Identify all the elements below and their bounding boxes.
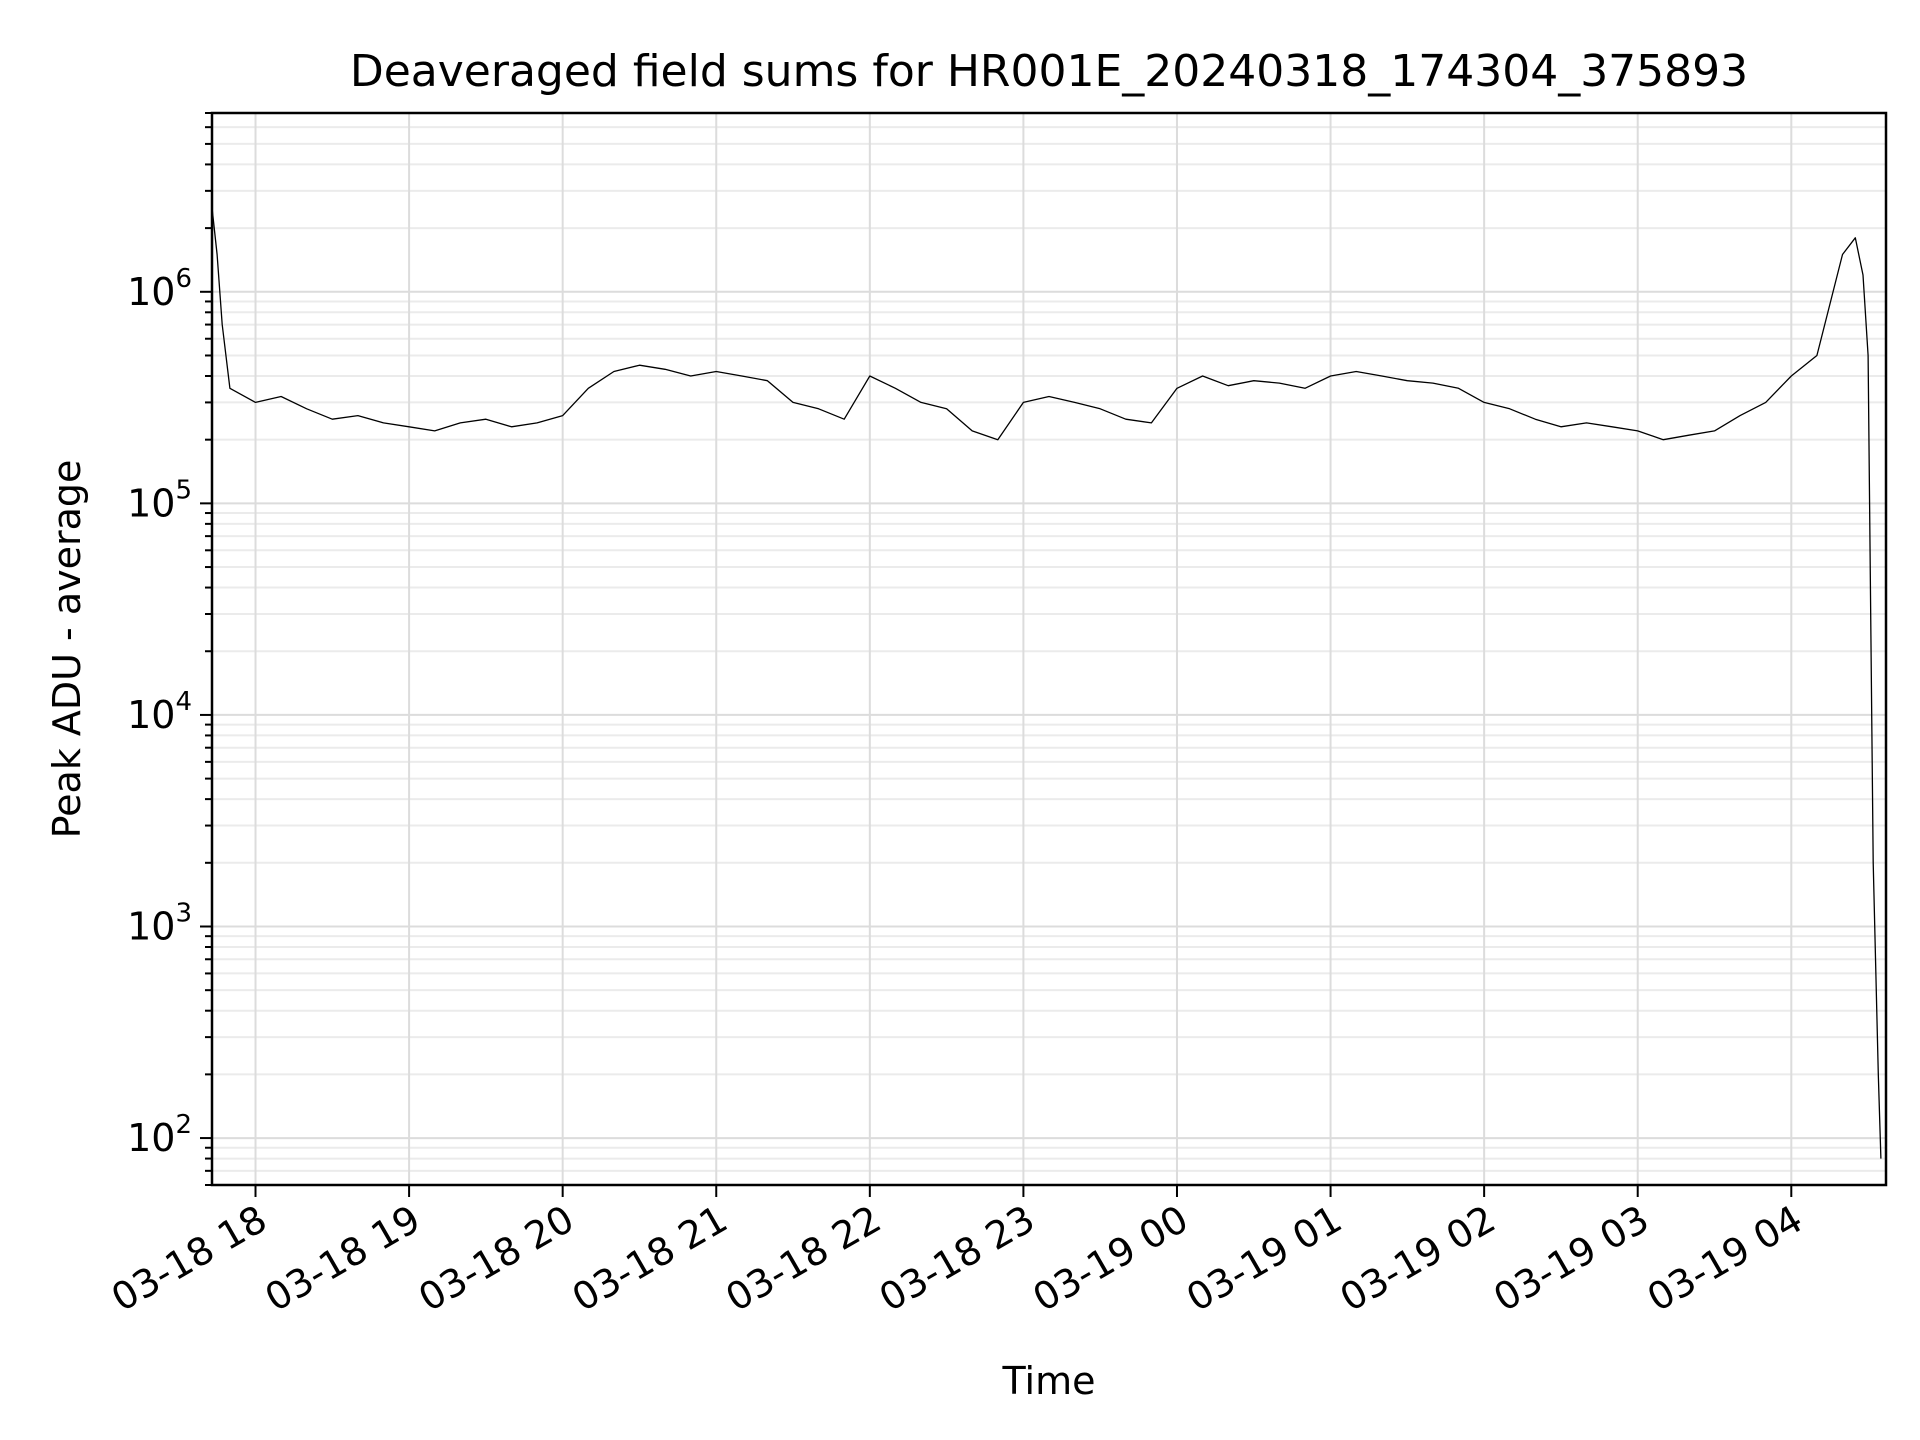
axes-frame — [210, 111, 1888, 1187]
grid-lines — [212, 112, 1886, 1186]
series-layer — [211, 207, 1882, 1159]
y-tick-label: 103 — [127, 898, 192, 948]
y-tick-label: 102 — [127, 1110, 192, 1160]
y-axis-label: Peak ADU - average — [45, 460, 89, 839]
x-axis-label: Time — [1002, 1359, 1096, 1403]
y-tick-label: 105 — [127, 475, 192, 525]
series-line — [211, 207, 1882, 1159]
chart-title: Deaveraged field sums for HR001E_2024031… — [350, 46, 1748, 97]
y-tick-label: 106 — [127, 264, 192, 314]
y-tick-label: 104 — [127, 687, 192, 737]
